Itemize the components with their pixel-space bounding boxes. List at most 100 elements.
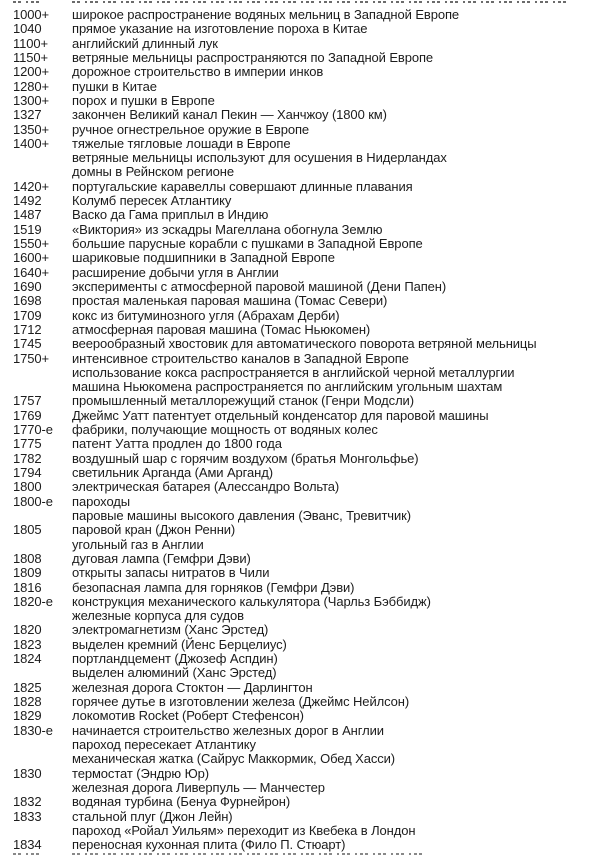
year-label: 1757	[13, 393, 42, 409]
event-lines: атмосферная паровая машина (Томас Ньюком…	[72, 322, 602, 337]
event-lines: широкое распространение водяных мельниц …	[72, 7, 602, 22]
event-text: пароход «Ройал Уильям» переходит из Квеб…	[72, 822, 416, 838]
event-text: механическая жатка (Сайрус Маккормик, Об…	[72, 751, 396, 767]
event-lines: открыты запасы нитратов в Чили	[72, 565, 602, 580]
event-text: угольный газ в Англии	[72, 536, 204, 552]
timeline-row: 1809 открыты запасы нитратов в Чили	[13, 565, 602, 580]
year-label: 1824	[13, 651, 42, 667]
event-lines: термостат (Эндрю Юр) железная дорога Ливе…	[72, 766, 602, 796]
event-lines: дуговая лампа (Гемфри Дэви)	[72, 551, 602, 566]
year-label: 1833	[13, 808, 42, 824]
timeline-row: 1487 Васко да Гама приплыл в Индию	[13, 208, 602, 223]
year-label: 1825	[13, 679, 42, 695]
timeline-row: 1757 промышленный металлорежущий станок (…	[13, 393, 602, 409]
event-text: «Виктория» из эскадры Магеллана обогнула…	[72, 221, 383, 237]
timeline-row: 1150+ ветряные мельницы распространяются …	[13, 49, 602, 65]
event-lines: светильник Арганда (Ами Арганд)	[72, 465, 602, 480]
year-label: 1280+	[13, 78, 50, 94]
year-label: 1350+	[13, 121, 50, 137]
timeline-row: 1833 стальной плуг (Джон Лейн) пароход «Ро…	[13, 808, 602, 839]
event-text: выделен кремний (Йенс Берцелиус)	[72, 636, 287, 652]
event-lines: патент Уатта продлен до 1800 года	[72, 437, 602, 452]
event-text: железная дорога Стоктон — Дарлингтон	[72, 679, 313, 695]
timeline-row: 1040 прямое указание на изготовление поро…	[13, 21, 602, 36]
event-lines: выделен кремний (Йенс Берцелиус)	[72, 636, 602, 652]
event-text: горячее дутье в изготовлении железа (Дже…	[72, 694, 410, 709]
event-text: пароход пересекает Атлантику	[72, 736, 256, 752]
event-text: электромагнетизм (Ханс Эрстед)	[72, 622, 269, 638]
timeline-row: 1828 горячее дутье в изготовлении железа …	[13, 694, 602, 709]
timeline-row: 1834 переносная кухонная плита (Фило П. С…	[13, 837, 602, 853]
timeline-row: 1745 веерообразный хвостовик для автомати…	[13, 336, 602, 352]
timeline-row: 1690 эксперименты с атмосферной паровой м…	[13, 279, 602, 294]
event-text: стальной плуг (Джон Лейн)	[72, 808, 233, 824]
timeline-row: 1550+ большие парусные корабли с пушками …	[13, 236, 602, 251]
event-text: ветряные мельницы распространяются по За…	[72, 49, 434, 65]
timeline-row: 1000+ широкое распространение водяных мел…	[13, 7, 602, 22]
event-text: использование кокса распространяется в а…	[72, 364, 515, 380]
event-lines: Колумб пересек Атлантику	[72, 193, 602, 208]
event-text: железная дорога Ливерпуль — Манчестер	[72, 779, 325, 795]
event-lines: простая маленькая паровая машина (Томас …	[72, 293, 602, 309]
year-label: 1808	[13, 550, 42, 566]
event-lines: ветряные мельницы распространяются по За…	[72, 49, 602, 65]
event-text: водяная турбина (Бенуа Фурнейрон)	[72, 794, 291, 810]
event-text: воздушный шар с горячим воздухом (братья…	[72, 450, 419, 466]
year-label: 1823	[13, 636, 42, 652]
event-lines: веерообразный хвостовик для автоматическ…	[72, 336, 602, 352]
event-text: фабрики, получающие мощность от водяных …	[72, 422, 378, 438]
timeline-row: 1400+ тяжелые тягловые лошади в Европе вет…	[13, 135, 602, 180]
event-lines: фабрики, получающие мощность от водяных …	[72, 422, 602, 438]
event-text: пароходы	[72, 493, 131, 509]
event-text: веерообразный хвостовик для автоматическ…	[72, 336, 537, 352]
timeline-row: 1350+ ручное огнестрельное оружие в Европ…	[13, 121, 602, 137]
year-label: 1782	[13, 450, 42, 466]
event-lines: португальские каравеллы совершают длинны…	[72, 178, 602, 194]
year-label: 1600+	[13, 250, 50, 266]
event-lines: дорожное строительство в империи инков	[72, 64, 602, 80]
clipped-line-fragment	[72, 853, 422, 855]
timeline-row: 1825 железная дорога Стоктон — Дарлингтон	[13, 679, 602, 695]
event-text: порох и пушки в Европе	[72, 92, 215, 108]
event-lines: безопасная лампа для горняков (Гемфри Дэ…	[72, 580, 602, 595]
event-text: ручное огнестрельное оружие в Европе	[72, 121, 310, 137]
timeline-row: 1750+ интенсивное строительство каналов в…	[13, 351, 602, 395]
event-lines: порох и пушки в Европе	[72, 92, 602, 108]
event-text: переносная кухонная плита (Фило П. Стюар…	[72, 837, 346, 853]
event-text: машина Ньюкомена распространяется по анг…	[72, 379, 503, 395]
year-label: 1816	[13, 579, 42, 595]
year-label: 1400+	[13, 135, 50, 151]
year-label: 1800	[13, 479, 42, 495]
event-lines: расширение добычи угля в Англии	[72, 265, 602, 280]
event-text: португальские каравеллы совершают длинны…	[72, 178, 413, 194]
event-text: дорожное строительство в империи инков	[72, 64, 324, 80]
year-label: 1769	[13, 407, 42, 423]
timeline-row: 1420+ португальские каравеллы совершают д…	[13, 178, 602, 194]
event-lines: электрическая батарея (Алессандро Вольта…	[72, 479, 602, 494]
timeline-row: 1820 электромагнетизм (Ханс Эрстед)	[13, 622, 602, 638]
year-label: 1519	[13, 221, 42, 237]
year-label: 1829	[13, 708, 42, 724]
year-label: 1327	[13, 107, 42, 123]
timeline-row: 1200+ дорожное строительство в империи ин…	[13, 64, 602, 80]
event-lines: английский длинный лук	[72, 36, 602, 51]
year-label: 1745	[13, 336, 42, 352]
clipped-text-remnant-top	[0, 1, 608, 4]
timeline-row: 1830 термостат (Эндрю Юр) железная дорога …	[13, 766, 602, 796]
event-text: закончен Великий канал Пекин — Ханчжоу (…	[72, 107, 387, 123]
year-label: 1820-е	[13, 593, 53, 609]
event-text: пушки в Китае	[72, 78, 157, 94]
event-lines: шариковые подшипники в Западной Европе	[72, 250, 602, 265]
event-lines: эксперименты с атмосферной паровой машин…	[72, 279, 602, 294]
event-lines: начинается строительство железных дорог …	[72, 723, 602, 767]
timeline-list: 1000+ широкое распространение водяных мел…	[13, 7, 602, 853]
clipped-line-fragment	[72, 1, 567, 3]
year-label: 1800-е	[13, 493, 53, 509]
timeline-row: 1829 локомотив Rocket (Роберт Стефенсон)	[13, 708, 602, 724]
timeline-row: 1824 портландцемент (Джозеф Аспдин) выделе…	[13, 651, 602, 681]
timeline-row: 1712 атмосферная паровая машина (Томас Нь…	[13, 322, 602, 337]
event-text: простая маленькая паровая машина (Томас …	[72, 293, 388, 309]
event-lines: большие парусные корабли с пушками в Зап…	[72, 236, 602, 251]
timeline-row: 1100+ английский длинный лук	[13, 36, 602, 51]
